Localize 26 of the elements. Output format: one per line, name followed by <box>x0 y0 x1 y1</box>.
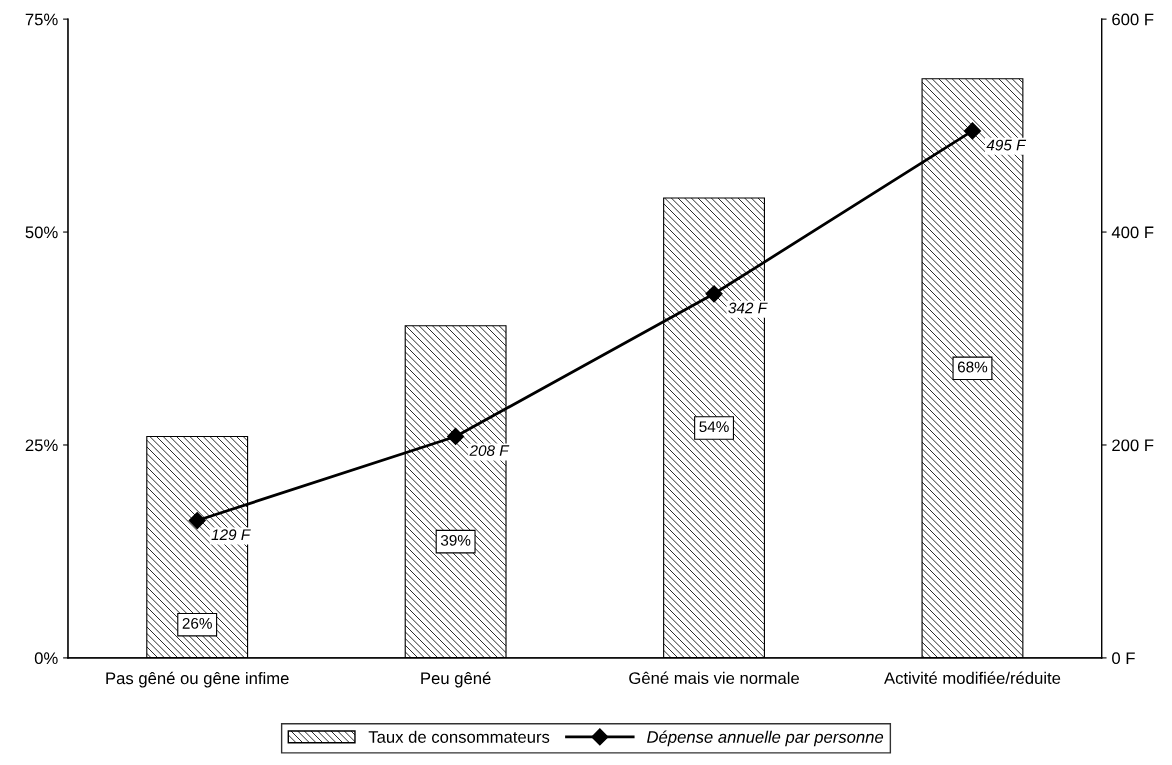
point <box>447 427 465 446</box>
x-tick-label: Peu gêné <box>421 671 491 688</box>
y2-tick-label: 200 F <box>1112 439 1154 452</box>
x-tick-label: Pas gêné ou gêne infime <box>106 671 289 688</box>
point <box>705 285 723 303</box>
data-label: 129 F <box>211 529 251 541</box>
x-tick-label: Gêné mais vie normale <box>629 671 799 685</box>
data-label: 495 F <box>986 139 1027 151</box>
data-label: 54% <box>699 421 729 433</box>
y-tick-label: 25% <box>25 439 58 452</box>
y-tick-label: 0% <box>34 652 58 665</box>
data-label: 68% <box>957 361 988 373</box>
data-label: 26% <box>182 617 212 629</box>
point <box>963 122 982 140</box>
data-label: 208 F <box>469 445 510 457</box>
data-label: 342 F <box>728 302 768 314</box>
y2-tick-label: 400 F <box>1111 226 1154 239</box>
y2-tick-label: 600 F <box>1112 13 1154 26</box>
x-tick-label: Activité modifiée/réduite <box>884 671 1061 685</box>
legend-label: Taux de consommateurs <box>368 730 550 743</box>
y2-tick-label: 0 F <box>1112 652 1135 665</box>
data-label: 39% <box>440 534 471 546</box>
y-tick-label: 75% <box>25 13 58 26</box>
legend-label: Dépense annuelle par personne <box>647 730 884 747</box>
point <box>188 512 206 530</box>
y-tick-label: 50% <box>25 226 58 239</box>
